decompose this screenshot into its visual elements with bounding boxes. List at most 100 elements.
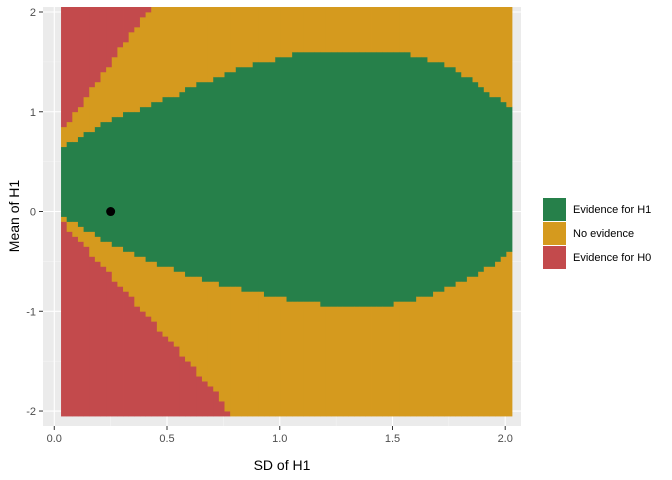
heatmap-tile <box>77 136 84 227</box>
heatmap-tile <box>337 306 344 417</box>
heatmap-tile <box>145 261 152 317</box>
heatmap-tile <box>489 7 496 98</box>
heatmap-tile <box>483 7 490 93</box>
legend-label: No evidence <box>573 228 634 240</box>
heatmap-tile <box>280 56 287 297</box>
heatmap-tile <box>371 7 378 53</box>
heatmap-tile <box>382 306 389 417</box>
y-tick-label: 1 <box>30 107 36 119</box>
heatmap-tile <box>83 131 90 232</box>
heatmap-tile <box>303 301 310 417</box>
heatmap-tile <box>72 236 79 417</box>
heatmap-tile <box>89 256 96 417</box>
heatmap-tile <box>399 7 406 53</box>
heatmap-tile <box>404 301 411 417</box>
heatmap-tile <box>128 296 135 417</box>
heatmap-tile <box>354 306 361 417</box>
heatmap-tile <box>77 7 84 108</box>
heatmap-tile <box>387 306 395 417</box>
heatmap-tile <box>325 7 333 53</box>
heatmap-tile <box>466 76 473 277</box>
heatmap-tile <box>387 7 395 53</box>
heatmap-tile <box>478 7 485 88</box>
heatmap-tile <box>83 96 90 133</box>
heatmap-tile <box>325 306 333 417</box>
heatmap-tile <box>382 7 389 53</box>
heatmap-tile <box>416 296 423 417</box>
heatmap-tile <box>213 7 220 78</box>
heatmap-tile <box>151 7 158 103</box>
heatmap-tile <box>433 291 440 417</box>
heatmap-tile <box>365 7 372 53</box>
heatmap-tile <box>100 241 107 267</box>
heatmap-tile <box>314 301 321 417</box>
heatmap-tile <box>179 7 186 93</box>
heatmap-tile <box>421 296 428 417</box>
heatmap-tile <box>94 7 101 83</box>
heatmap-tile <box>145 106 152 262</box>
heatmap-tile <box>123 7 130 43</box>
heatmap-tile <box>247 7 254 68</box>
heatmap-tile <box>292 301 299 417</box>
heatmap-tile <box>438 7 445 63</box>
heatmap-tile <box>218 76 225 287</box>
heatmap-tile <box>151 321 158 417</box>
heatmap-tile <box>66 141 73 222</box>
heatmap-tile <box>111 281 118 417</box>
heatmap-tile <box>89 131 96 232</box>
heatmap-tile <box>269 61 276 297</box>
heatmap-tile <box>61 221 68 417</box>
heatmap-tile <box>173 271 180 347</box>
heatmap-tile <box>297 7 304 53</box>
heatmap-tile <box>128 111 135 252</box>
heatmap-tile <box>230 7 237 73</box>
heatmap-tile <box>94 261 101 417</box>
heatmap-tile <box>466 276 473 417</box>
heatmap-tile <box>263 61 270 297</box>
heatmap-tile <box>258 61 265 292</box>
legend-key <box>543 222 566 245</box>
heatmap-tile <box>128 7 135 33</box>
heatmap-tile <box>196 276 203 377</box>
heatmap-tile <box>331 306 338 417</box>
heatmap-tile <box>156 101 163 267</box>
heatmap-tile <box>77 241 84 417</box>
heatmap-tile <box>342 51 349 307</box>
heatmap-tile <box>89 231 96 257</box>
heatmap-tile <box>354 7 361 53</box>
heatmap-tile <box>404 51 411 302</box>
heatmap-tile <box>77 106 84 138</box>
heatmap-tile <box>151 261 158 322</box>
heatmap-tile <box>66 121 73 143</box>
heatmap-tile <box>179 271 186 357</box>
heatmap-tile <box>410 7 417 58</box>
heatmap-tile <box>72 111 79 143</box>
heatmap-tile <box>66 231 73 417</box>
legend: Evidence for H1 No evidence Evidence for H… <box>543 198 651 269</box>
heatmap-tile <box>359 7 366 53</box>
heatmap-tile <box>218 286 225 402</box>
heatmap-tile <box>359 306 366 417</box>
heatmap-tile <box>500 256 507 417</box>
heatmap-tile <box>309 7 316 53</box>
x-tick-label: 1.0 <box>272 433 287 445</box>
heatmap-tile <box>489 96 496 267</box>
heatmap-tile <box>314 7 321 53</box>
heatmap-tile <box>371 51 378 307</box>
heatmap-tile <box>427 296 434 417</box>
heatmap-tile <box>196 81 203 277</box>
heatmap-tile <box>399 51 406 302</box>
heatmap-tile <box>495 96 502 262</box>
y-tick-label: 0 <box>30 207 36 219</box>
heatmap-tile <box>387 51 395 307</box>
heatmap-tile <box>365 306 372 417</box>
heatmap-tile <box>455 71 462 282</box>
heatmap-tile <box>83 246 90 417</box>
heatmap-tile <box>247 66 254 292</box>
heatmap-tile <box>100 7 107 73</box>
heatmap-tile <box>455 7 462 73</box>
heatmap-tile <box>500 101 507 257</box>
heatmap-tile <box>393 51 400 302</box>
heatmap-tile <box>292 51 299 302</box>
heatmap-tile <box>224 71 231 287</box>
